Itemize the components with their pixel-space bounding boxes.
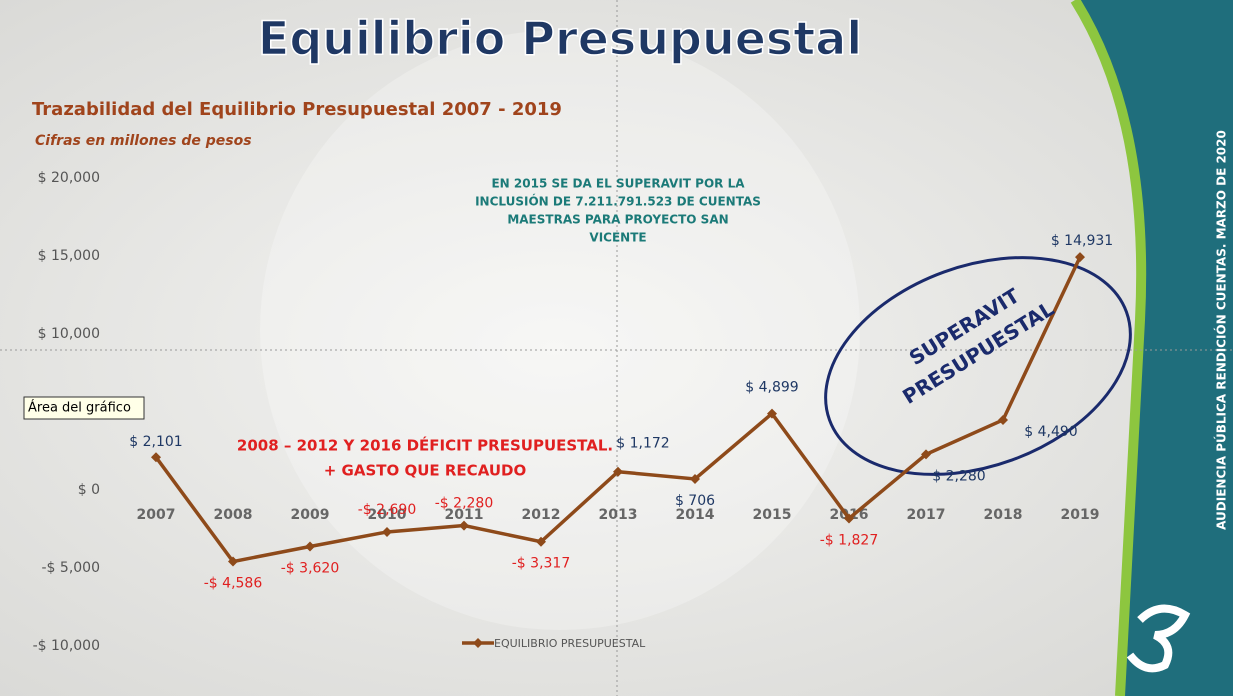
x-tick-label: 2012 (522, 507, 561, 523)
marker (690, 473, 700, 484)
annotation: + GASTO QUE RECAUDO (324, 462, 526, 480)
annotation: MAESTRAS PARA PROYECTO SAN (507, 213, 728, 227)
y-tick-label: $ 20,000 (38, 170, 100, 186)
marker (613, 466, 623, 477)
marker (305, 541, 315, 552)
y-tick-label: $ 10,000 (38, 326, 100, 342)
legend-label: EQUILIBRIO PRESUPUESTAL (494, 637, 646, 650)
value-label: $ 4,490 (1024, 424, 1077, 440)
y-tick-label: $ 15,000 (38, 248, 100, 264)
side-text: AUDIENCIA PÚBLICA RENDICIÓN CUENTAS. MAR… (1214, 130, 1229, 530)
marker (921, 449, 931, 460)
marker (998, 414, 1008, 425)
bg-circle (260, 30, 860, 630)
y-tick-label: -$ 5,000 (42, 560, 101, 576)
annotation: VICENTE (589, 231, 646, 245)
annotation: EN 2015 SE DA EL SUPERAVIT POR LA (491, 177, 745, 191)
value-label: $ 14,931 (1051, 233, 1113, 249)
marker (1075, 252, 1085, 263)
value-label: $ 4,899 (745, 380, 798, 396)
annotation: 2008 – 2012 Y 2016 DÉFICIT PRESUPUESTAL. (237, 436, 613, 455)
marker (382, 526, 392, 537)
y-tick-label: $ 0 (78, 482, 100, 498)
value-label: -$ 2,690 (358, 502, 417, 518)
slide-title: Equilibrio Presupuestal (258, 12, 862, 66)
tooltip: Área del gráfico (28, 400, 131, 416)
marker (536, 536, 546, 547)
side-curve (1070, 0, 1147, 696)
x-tick-label: 2007 (137, 507, 176, 523)
marker (151, 452, 161, 463)
x-tick-label: 2011 (445, 507, 484, 523)
value-label: $ 2,280 (932, 468, 985, 484)
value-label: $ 2,101 (129, 434, 182, 450)
logo (1126, 604, 1191, 673)
x-tick-label: 2017 (907, 507, 946, 523)
x-tick-label: 2019 (1061, 507, 1100, 523)
value-label: -$ 2,280 (435, 496, 494, 512)
value-label: $ 1,172 (616, 436, 669, 452)
x-tick-label: 2010 (368, 507, 407, 523)
x-tick-label: 2008 (214, 507, 253, 523)
marker (459, 520, 469, 531)
value-label: -$ 3,620 (281, 560, 340, 576)
marker (228, 556, 238, 567)
value-label: -$ 4,586 (204, 576, 263, 592)
value-label: -$ 1,827 (820, 533, 879, 549)
tooltip-box (23, 396, 145, 420)
value-label: $ 706 (675, 493, 715, 509)
legend-marker (473, 638, 483, 648)
value-label: -$ 3,317 (512, 556, 571, 572)
x-tick-label: 2014 (676, 507, 715, 523)
x-tick-label: 2018 (984, 507, 1023, 523)
x-tick-label: 2013 (599, 507, 638, 523)
annotation: INCLUSIÓN DE 7.211.791.523 DE CUENTAS (475, 194, 761, 209)
side-panel (1075, 0, 1233, 696)
marker (844, 513, 854, 524)
x-tick-label: 2009 (291, 507, 330, 523)
x-tick-label: 2015 (753, 507, 792, 523)
chart-title: Trazabilidad del Equilibrio Presupuestal… (32, 99, 562, 120)
y-tick-label: -$ 10,000 (33, 638, 100, 654)
marker (767, 408, 777, 419)
chart-subtitle: Cifras en millones de pesos (35, 133, 252, 149)
highlight-ellipse (824, 256, 1132, 476)
